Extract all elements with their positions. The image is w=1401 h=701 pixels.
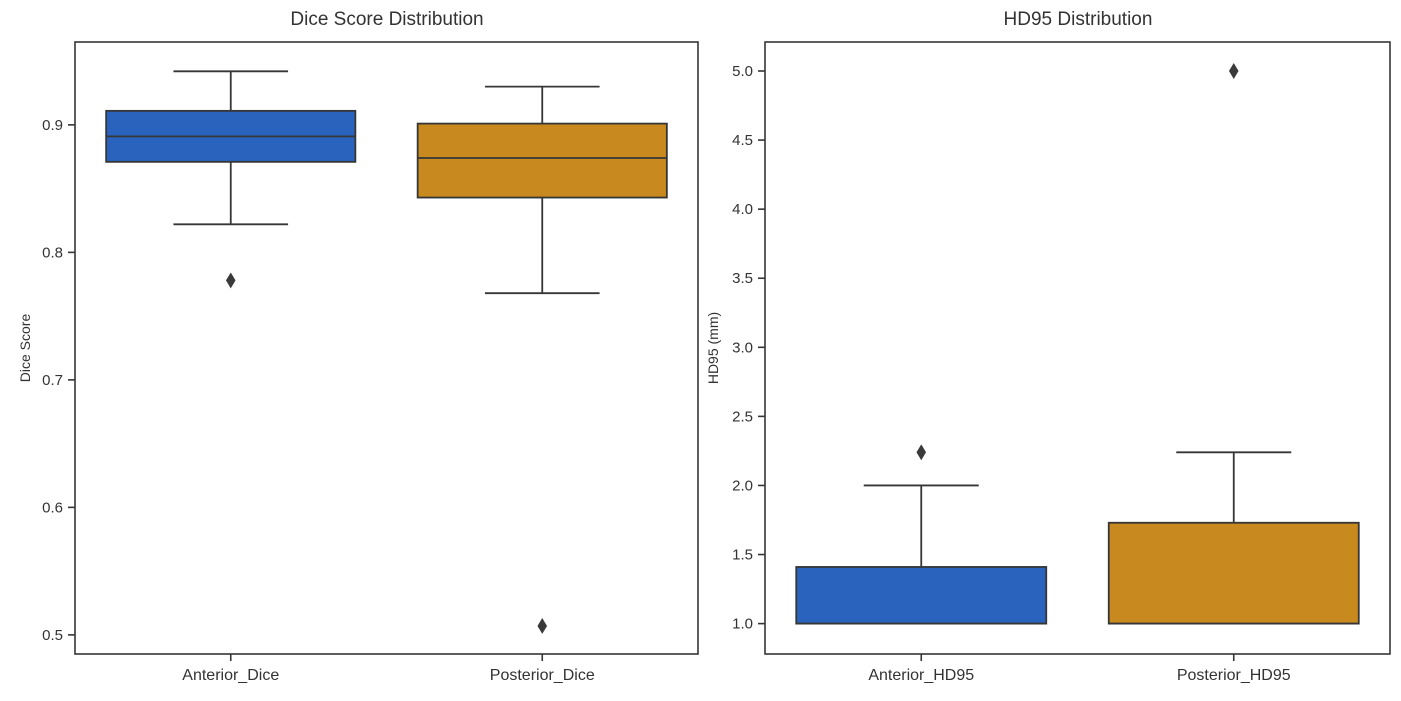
y-tick-label: 3.5 [732,270,753,287]
x-tick-label: Posterior_Dice [490,667,595,684]
y-tick-label: 2.5 [732,408,753,425]
y-tick-label: 4.5 [732,132,753,149]
x-tick-label: Anterior_Dice [182,667,279,684]
y-tick-label: 3.0 [732,339,753,356]
chart-title-hd95: HD95 Distribution [1003,9,1153,30]
box-posterior_dice [416,122,668,199]
box-posterior_hd95 [1107,521,1360,625]
outlier-marker [225,272,236,289]
y-tick-label: 0.9 [42,117,63,134]
outlier-marker [916,444,927,461]
y-tick-label: 0.5 [42,627,63,644]
y-tick-label: 0.8 [42,244,63,261]
y-axis-label-hd95: HD95 (mm) [705,311,721,385]
y-axis-label-dice: Dice Score [17,313,33,383]
box-anterior_hd95 [795,566,1048,625]
y-tick-label: 0.7 [42,372,63,389]
y-tick-label: 1.5 [732,547,753,564]
outlier-marker [1228,63,1239,79]
chart-title-dice: Dice Score Distribution [290,9,484,30]
y-tick-label: 0.6 [42,499,63,516]
y-tick-label: 4.0 [732,201,753,218]
y-tick-label: 2.0 [732,477,753,494]
outlier-marker [537,617,548,634]
x-tick-label: Posterior_HD95 [1177,667,1291,684]
x-tick-label: Anterior_HD95 [868,667,974,684]
y-tick-label: 5.0 [732,63,753,80]
y-tick-label: 1.0 [732,616,753,633]
